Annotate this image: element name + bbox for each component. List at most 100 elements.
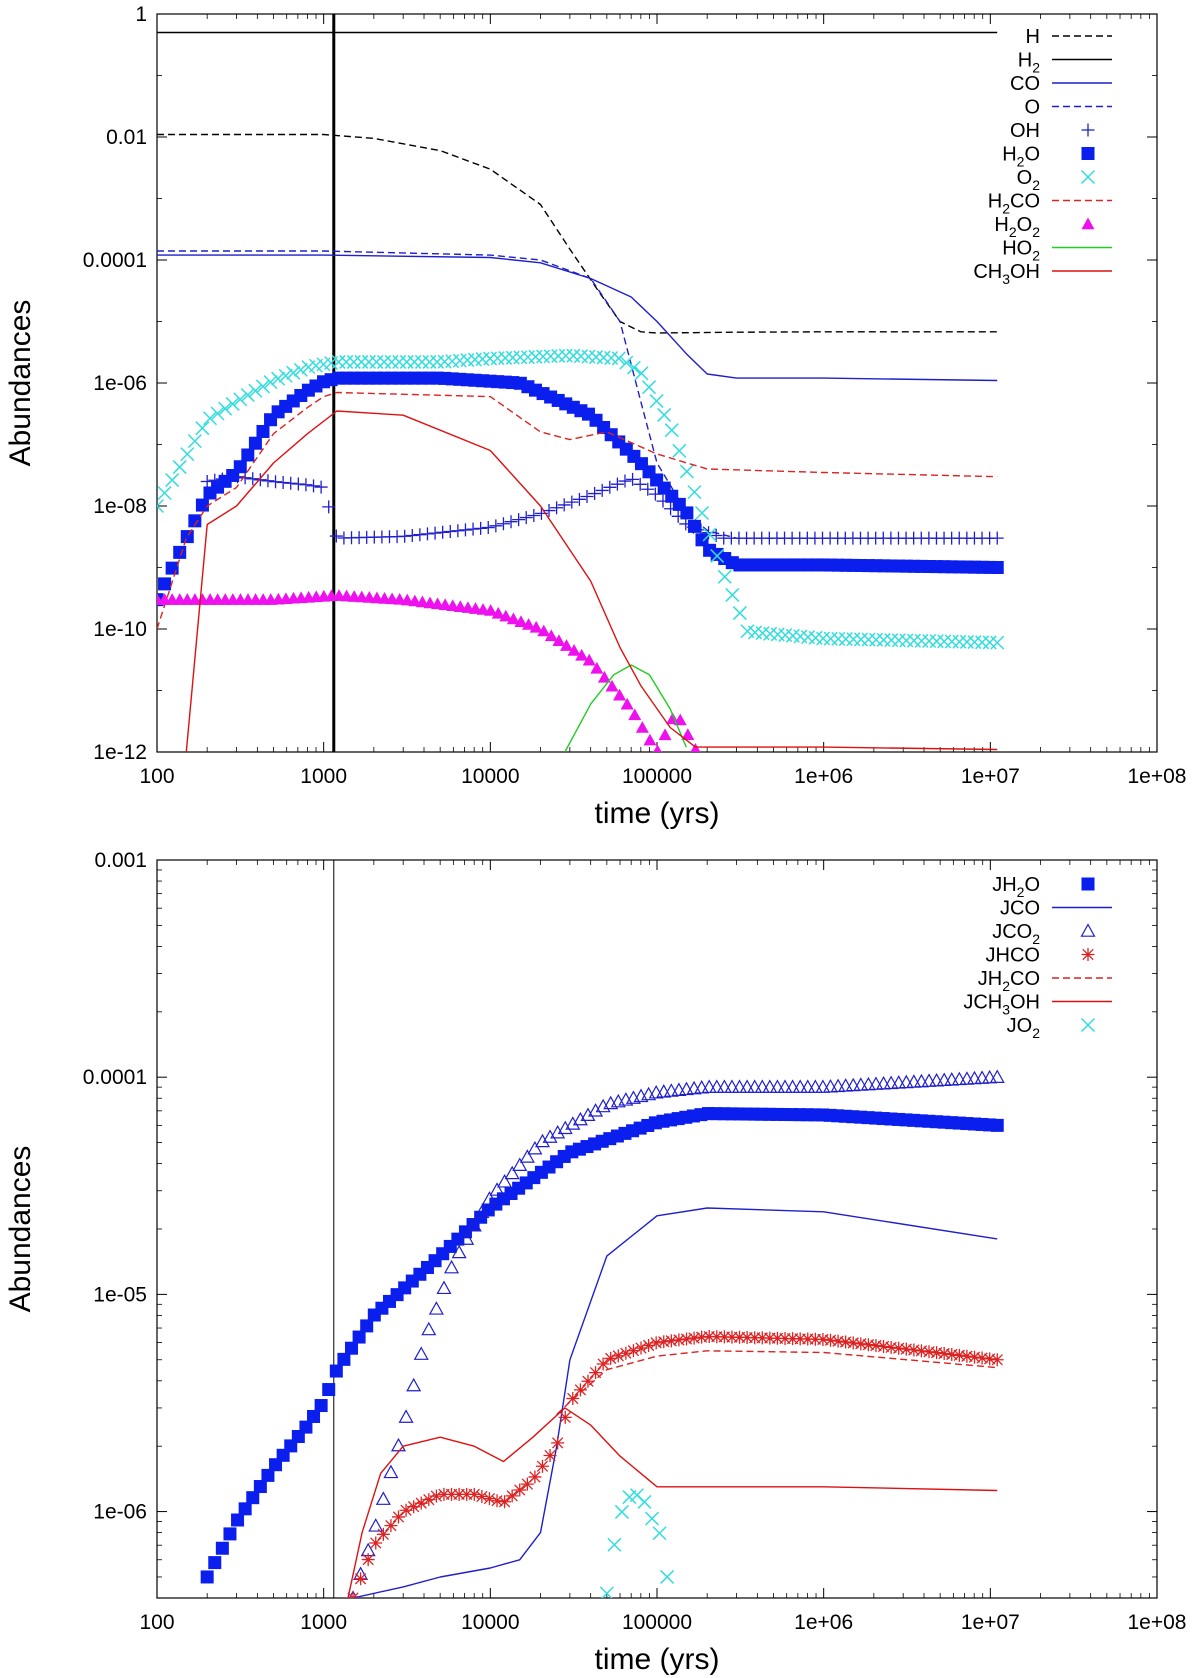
data-point-o2 (838, 632, 853, 647)
data-point-o2 (975, 635, 990, 650)
data-point-jo2 (645, 1511, 660, 1526)
data-point-jhco (793, 1332, 807, 1346)
data-point-jh2o (208, 1556, 222, 1570)
data-point-o2 (816, 631, 831, 646)
legend-label-part: 2 (1032, 224, 1040, 240)
data-point-oh (458, 523, 472, 537)
data-point-jhco (543, 1449, 557, 1463)
data-point-jco2 (754, 1079, 770, 1093)
data-point-jh2o (345, 1341, 359, 1355)
data-point-oh (504, 515, 518, 529)
x-axis-title: time (yrs) (595, 1643, 720, 1676)
data-point-jhco (429, 1489, 443, 1503)
data-point-jco2 (800, 1079, 816, 1093)
legend-label-part: JH (978, 968, 1002, 990)
data-point-o2 (906, 633, 921, 648)
data-point-h2o (241, 448, 255, 462)
data-point-o2 (361, 354, 376, 369)
data-point-o2 (558, 348, 573, 363)
data-point-oh (633, 477, 647, 491)
legend-label-jo2: JO2 (1007, 1015, 1041, 1041)
data-point-jco2 (428, 1301, 444, 1315)
data-point-jhco (960, 1349, 974, 1363)
data-point-jo2 (599, 1586, 614, 1598)
legend-swatch-oh (1081, 123, 1095, 137)
data-point-o2 (604, 350, 619, 366)
data-point-o2 (248, 383, 263, 398)
data-point-jco2 (807, 1079, 823, 1093)
legend-label-part: H (1018, 50, 1032, 72)
legend-label-jhco: JHCO (986, 945, 1040, 967)
y-tick-label: 1e-05 (93, 1283, 147, 1306)
data-point-o2 (982, 635, 997, 650)
data-point-jhco (475, 1490, 489, 1504)
data-point-o2 (520, 350, 535, 365)
data-point-o2 (619, 355, 634, 370)
data-point-jhco (611, 1349, 625, 1363)
data-point-jhco (930, 1346, 944, 1360)
data-point-jo2 (652, 1526, 667, 1541)
data-point-jco2 (398, 1409, 414, 1423)
data-point-o2 (959, 634, 974, 649)
legend-swatch-h2o2 (1081, 217, 1095, 230)
legend-swatch-h2o (1081, 147, 1095, 160)
data-point-jco2 (527, 1140, 543, 1155)
legend-label-part: 2 (1017, 154, 1025, 170)
data-point-h2o2 (605, 679, 619, 692)
data-point-o2 (210, 406, 225, 421)
data-point-o2 (490, 351, 505, 366)
data-point-jh2o (360, 1319, 374, 1333)
data-point-jco2 (921, 1073, 937, 1087)
data-point-jhco (649, 1336, 663, 1350)
data-point-jhco (558, 1410, 572, 1424)
data-point-oh (542, 504, 556, 518)
data-point-jhco (846, 1336, 860, 1350)
data-point-oh (420, 527, 434, 541)
data-point-jco2 (853, 1077, 869, 1091)
data-point-jhco (733, 1330, 747, 1344)
legend-label-jco: JCO (1000, 898, 1040, 920)
data-point-h2o2 (491, 606, 505, 619)
data-point-jhco (877, 1339, 891, 1353)
data-point-jhco (452, 1487, 466, 1501)
data-point-jhco (983, 1352, 997, 1366)
data-point-jhco (642, 1338, 656, 1352)
data-point-o2 (884, 633, 899, 648)
data-point-jhco (907, 1343, 921, 1357)
data-point-jh2o (329, 1364, 343, 1378)
series-co (157, 254, 998, 382)
data-point-oh (466, 522, 480, 536)
legend-label-part: JCH (963, 992, 1002, 1014)
legend-label-part: H (988, 191, 1002, 213)
data-point-jhco (702, 1330, 716, 1344)
data-point-h2o2 (597, 670, 611, 683)
data-point-o2 (573, 349, 588, 364)
data-point-oh (580, 490, 594, 504)
x-tick-label: 100000 (622, 1611, 692, 1634)
data-point-jco2 (792, 1079, 808, 1093)
chart-panel-2: 100 1000 10000 100000 1e+06 1e+07 1e+08 1e-06 1e… (4, 849, 1186, 1676)
data-point-jh2o (322, 1383, 336, 1397)
legend-label-part: O (1017, 167, 1033, 189)
series-oh (200, 470, 1004, 545)
data-point-jhco (801, 1332, 815, 1346)
data-point-o2 (505, 350, 520, 365)
y-axis-title: Abundances (4, 300, 37, 467)
data-point-o2 (861, 632, 876, 647)
legend-label-part: OH (1010, 120, 1040, 142)
data-point-jh2o (238, 1502, 252, 1516)
data-point-o2 (702, 527, 717, 542)
data-point-oh (443, 525, 457, 539)
y-tick-label: 1e-06 (93, 1501, 147, 1524)
data-point-h2o2 (499, 609, 513, 622)
data-point-jhco (952, 1348, 966, 1362)
data-point-jhco (755, 1331, 769, 1345)
legend-label-part: O (1024, 97, 1040, 119)
legend-label-oh: OH (1010, 120, 1040, 142)
data-point-o2 (354, 354, 369, 369)
legend-label-jh2co: JH2CO (978, 968, 1040, 994)
data-point-jhco (445, 1487, 459, 1501)
data-point-o2 (732, 606, 747, 621)
data-point-jco2 (459, 1231, 475, 1245)
